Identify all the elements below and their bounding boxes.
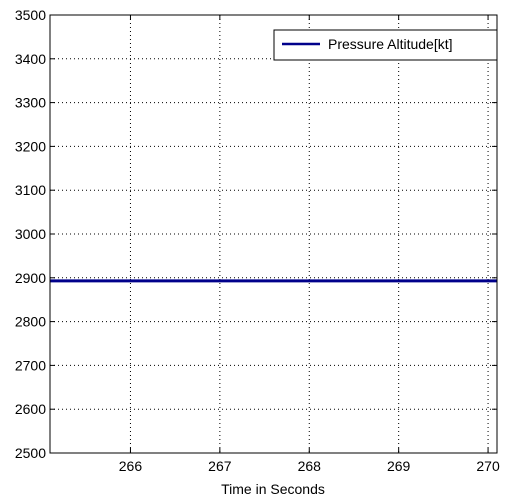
y-tick-label: 2900 <box>15 270 46 286</box>
y-tick-label: 2500 <box>15 445 46 461</box>
x-tick-label: 267 <box>208 458 232 474</box>
x-tick-label: 270 <box>476 458 500 474</box>
y-ticks: 2500 2600 2700 2800 2900 3000 3100 3200 3300 3400… <box>15 7 497 461</box>
y-tick-label: 2600 <box>15 401 46 417</box>
y-tick-label: 3400 <box>15 51 46 67</box>
y-tick-label: 2700 <box>15 357 46 373</box>
y-tick-label: 3300 <box>15 95 46 111</box>
y-tick-label: 3100 <box>15 182 46 198</box>
legend: Pressure Altitude[kt] <box>273 29 498 61</box>
x-axis-label: Time in Seconds <box>221 481 325 497</box>
x-tick-label: 269 <box>387 458 411 474</box>
plot-background <box>50 15 497 453</box>
x-tick-label: 266 <box>119 458 143 474</box>
y-tick-label: 3500 <box>15 7 46 23</box>
y-tick-label: 3200 <box>15 138 46 154</box>
legend-label-pressure-altitude: Pressure Altitude[kt] <box>328 36 453 52</box>
x-tick-label: 268 <box>298 458 322 474</box>
x-ticks: 266 267 268 269 270 <box>119 15 500 474</box>
y-tick-label: 2800 <box>15 314 46 330</box>
y-tick-label: 3000 <box>15 226 46 242</box>
